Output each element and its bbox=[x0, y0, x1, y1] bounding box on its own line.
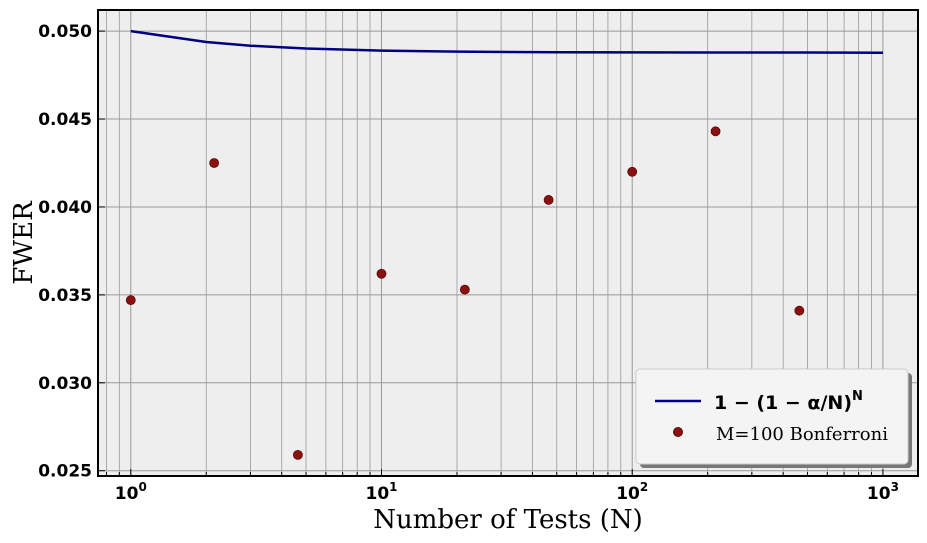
y-tick-label: 0.040 bbox=[38, 198, 92, 218]
y-axis-label: FWER bbox=[9, 200, 39, 285]
y-tick-label: 0.025 bbox=[38, 462, 92, 482]
tick-marks bbox=[98, 30, 884, 476]
bonferroni-point bbox=[459, 284, 470, 295]
y-tick-label: 0.035 bbox=[38, 286, 92, 306]
bonferroni-point bbox=[794, 305, 805, 316]
series-layer bbox=[125, 29, 883, 460]
x-axis-label: Number of Tests (N) bbox=[373, 505, 643, 535]
legend-marker-swatch bbox=[673, 427, 683, 437]
legend-box bbox=[635, 368, 909, 465]
x-tick-label: 100 bbox=[115, 480, 147, 504]
plot-frame bbox=[97, 9, 919, 477]
legend-label-theory: 1 − (1 − α/N)N bbox=[714, 389, 863, 414]
bonferroni-point bbox=[627, 166, 638, 177]
legend-label-bonferroni: M=100 Bonferroni bbox=[716, 424, 888, 445]
y-tick-label: 0.045 bbox=[38, 110, 92, 130]
bonferroni-point bbox=[125, 295, 136, 306]
legend: 1 − (1 − α/N)N M=100 Bonferroni bbox=[635, 368, 912, 468]
x-tick-label: 102 bbox=[616, 480, 648, 504]
bonferroni-point bbox=[376, 268, 387, 279]
series-line-theory bbox=[130, 29, 883, 54]
y-tick-label: 0.050 bbox=[38, 22, 92, 42]
bonferroni-point bbox=[292, 449, 303, 460]
bonferroni-point bbox=[543, 195, 554, 205]
bonferroni-point bbox=[209, 158, 220, 168]
x-tick-label: 103 bbox=[867, 480, 899, 504]
bonferroni-point bbox=[710, 126, 721, 137]
tick-labels: 0.025 0.030 0.035 0.040 0.045 0.050 100 101 102 1… bbox=[38, 22, 899, 504]
x-tick-label: 101 bbox=[365, 480, 397, 504]
y-tick-label: 0.030 bbox=[38, 374, 92, 394]
